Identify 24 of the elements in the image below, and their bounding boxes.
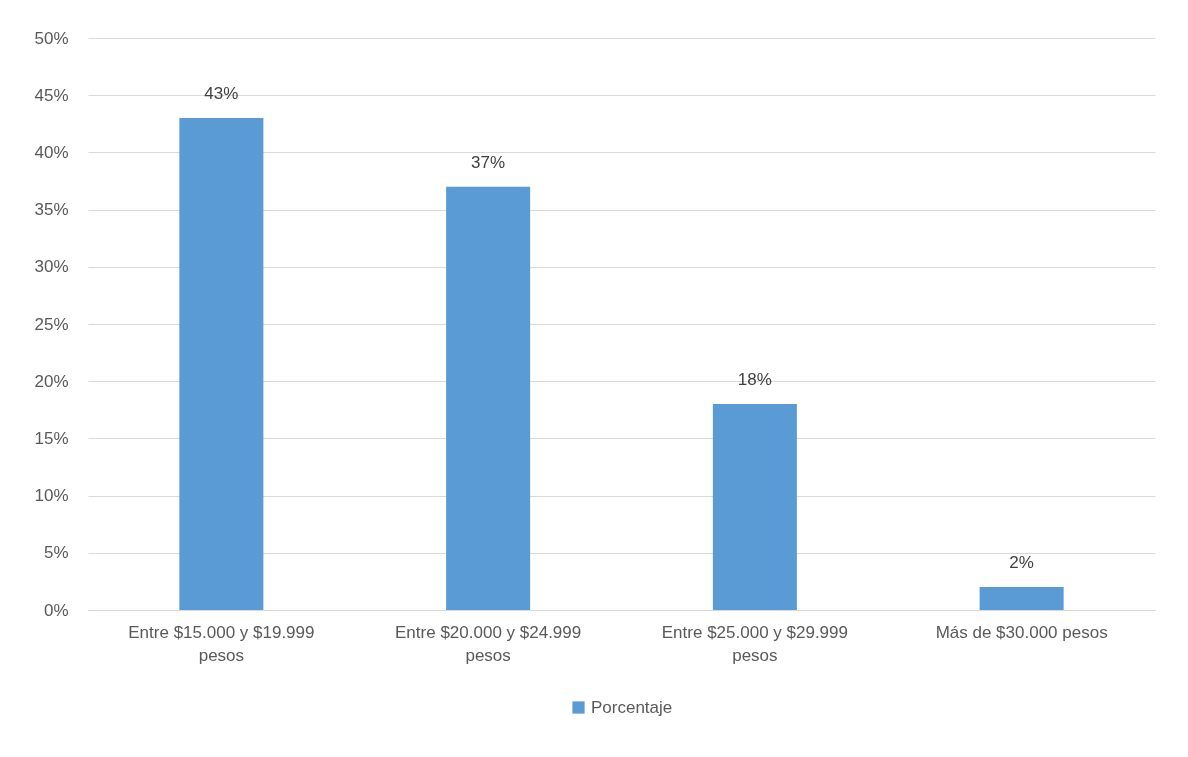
bar	[712, 404, 797, 610]
y-tick-label: 40%	[34, 142, 69, 162]
data-label: 2%	[1009, 553, 1034, 573]
y-tick-label: 25%	[34, 314, 69, 334]
bar	[179, 118, 264, 610]
y-tick-label: 50%	[34, 28, 69, 48]
y-tick-label: 5%	[43, 543, 69, 563]
y-tick-label: 30%	[34, 257, 69, 277]
y-tick-label: 10%	[34, 486, 69, 506]
y-tick-label: 20%	[34, 371, 69, 391]
y-tick-label: 45%	[34, 85, 69, 105]
data-label: 37%	[471, 152, 506, 172]
data-label: 18%	[737, 370, 772, 390]
x-tick-label: Entre $20.000 y $24.999 pesos	[395, 622, 582, 665]
x-tick-label: Más de $30.000 pesos	[935, 622, 1108, 642]
x-tick-label: Entre $25.000 y $29.999 pesos	[661, 622, 848, 665]
legend-label: Porcentaje	[591, 697, 673, 717]
y-tick-label: 15%	[34, 428, 69, 448]
bar	[979, 587, 1064, 610]
bar	[446, 186, 531, 610]
data-label: 43%	[204, 84, 239, 104]
y-tick-label: 0%	[43, 600, 69, 620]
y-tick-label: 35%	[34, 200, 69, 220]
x-tick-label: Entre $15.000 y $19.999 pesos	[128, 622, 315, 665]
